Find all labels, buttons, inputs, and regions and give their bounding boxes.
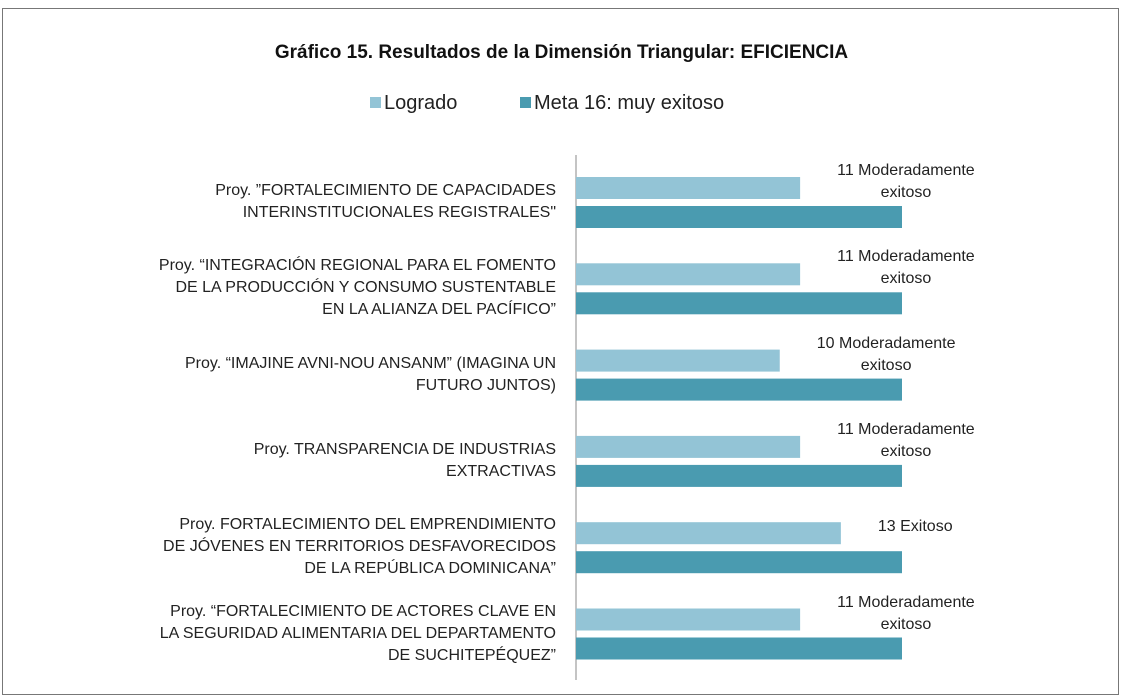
category-label: Proy. “INTEGRACIÓN REGIONAL PARA EL FOME… (158, 257, 556, 319)
bar (576, 378, 902, 401)
data-label: 11 Moderadamente exitoso (837, 593, 975, 633)
bar (576, 263, 801, 286)
bar (576, 637, 902, 660)
bar (576, 551, 902, 574)
chart-title: Gráfico 15. Resultados de la Dimensión T… (274, 42, 849, 63)
legend-label: Logrado (384, 92, 458, 114)
legend-label: Meta 16: muy exitoso (534, 92, 725, 114)
bar (576, 464, 902, 487)
category-label: Proy. “IMAJINE AVNI-NOU ANSANM” (IMAGINA… (185, 354, 556, 394)
category-label: Proy. “FORTALECIMIENTO DE ACTORES CLAVE … (159, 602, 556, 664)
chart-border (2, 8, 1119, 695)
bar (576, 206, 902, 228)
bar (576, 435, 801, 458)
legend-swatch (520, 97, 531, 108)
category-label: Proy. FORTALECIMIENTO DEL EMPRENDIMIENTO… (163, 516, 556, 578)
category-label: Proy. TRANSPARENCIA DE INDUSTRIAS EXTRAC… (253, 440, 556, 480)
bar (576, 292, 902, 315)
bar (576, 522, 841, 545)
category-label: Proy. ”FORTALECIMIENTO DE CAPACIDADES IN… (215, 182, 556, 221)
data-label: 13 Exitoso (877, 518, 953, 536)
data-label: 10 Moderadamente exitoso (816, 334, 956, 374)
data-label: 11 Moderadamente exitoso (837, 248, 975, 288)
bar (576, 349, 780, 372)
bar (576, 177, 801, 199)
data-label: 11 Moderadamente exitoso (837, 162, 975, 201)
data-label: 11 Moderadamente exitoso (837, 420, 975, 460)
legend-swatch (370, 97, 381, 108)
bar (576, 608, 801, 631)
